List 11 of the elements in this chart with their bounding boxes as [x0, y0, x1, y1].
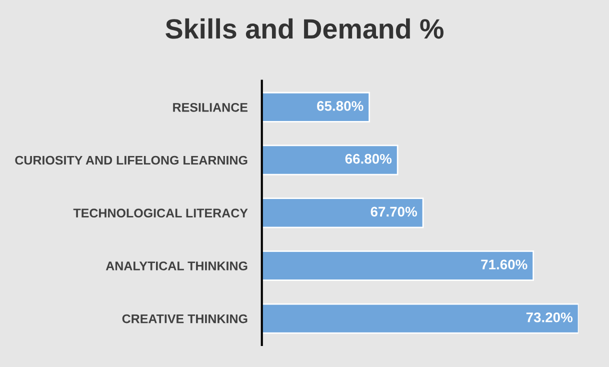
- y-tick-label: RESILIANCE: [173, 102, 248, 112]
- chart-title: Skills and Demand %: [166, 18, 444, 39]
- data-label: 73.20%: [526, 312, 573, 322]
- data-label: 65.80%: [317, 101, 364, 111]
- y-tick-label: CREATIVE THINKING: [122, 314, 248, 324]
- data-label: 66.80%: [345, 154, 392, 164]
- data-label: 71.60%: [481, 260, 528, 270]
- y-tick-label: TECHNOLOGICAL LITERACY: [73, 208, 248, 218]
- y-tick-label: ANALYTICAL THINKING: [106, 262, 248, 270]
- y-tick-label: CURIOSITY AND LIFELONG LEARNING: [15, 156, 248, 165]
- data-label: 67.70%: [370, 206, 418, 217]
